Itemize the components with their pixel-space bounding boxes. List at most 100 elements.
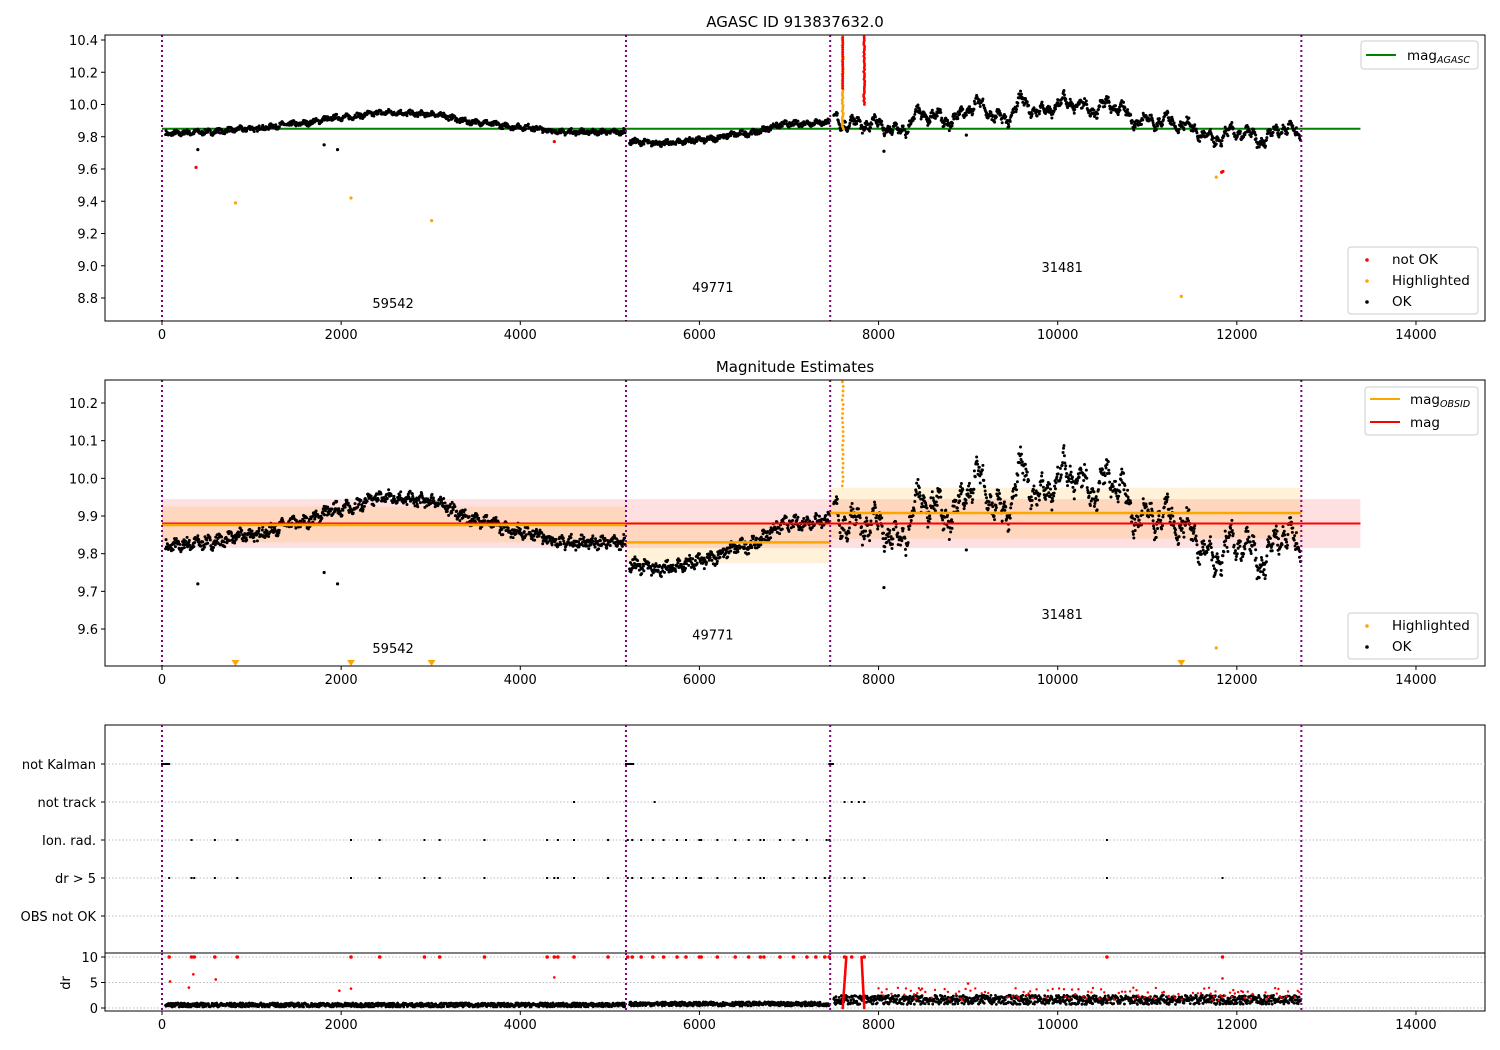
ok-point bbox=[917, 486, 921, 490]
ok-point bbox=[975, 455, 979, 459]
ok-point bbox=[1280, 131, 1284, 135]
ok-point bbox=[208, 538, 212, 542]
ok-point bbox=[1082, 478, 1086, 482]
ok-point bbox=[989, 494, 993, 498]
not-ok-point bbox=[841, 70, 845, 73]
ok-point bbox=[395, 501, 399, 505]
ok-point bbox=[1014, 493, 1018, 497]
ok-point bbox=[206, 130, 210, 134]
ok-point bbox=[1129, 501, 1133, 505]
ok-point bbox=[483, 519, 487, 523]
ok-point bbox=[991, 505, 995, 509]
ok-point bbox=[1160, 123, 1164, 127]
ok-point bbox=[541, 542, 545, 546]
ok-point bbox=[786, 523, 790, 527]
ok-point bbox=[516, 529, 520, 533]
ok-point bbox=[1111, 484, 1115, 488]
ok-point bbox=[982, 478, 986, 482]
ok-point bbox=[277, 531, 281, 535]
ok-point bbox=[1185, 506, 1189, 510]
ok-point bbox=[1052, 494, 1056, 498]
ok-point bbox=[405, 114, 409, 118]
ok-point bbox=[1016, 101, 1020, 105]
ok-point bbox=[263, 530, 267, 534]
ok-point bbox=[929, 496, 933, 500]
ok-point bbox=[891, 537, 895, 541]
ok-point bbox=[887, 531, 891, 535]
ok-point bbox=[1003, 508, 1007, 512]
ok-point bbox=[707, 558, 711, 562]
ok-point bbox=[237, 533, 241, 537]
ok-point bbox=[1220, 144, 1224, 148]
ok-point bbox=[1050, 508, 1054, 512]
ok-point bbox=[997, 488, 1001, 492]
ok-point bbox=[794, 513, 798, 517]
ok-point bbox=[387, 488, 391, 492]
ok-point bbox=[1214, 142, 1218, 146]
ok-point bbox=[1089, 490, 1093, 494]
ok-point bbox=[1019, 452, 1023, 456]
ok-point bbox=[997, 491, 1001, 495]
ok-point bbox=[961, 107, 965, 111]
ok-point bbox=[1049, 493, 1053, 497]
ok-point bbox=[899, 543, 903, 547]
ok-point bbox=[757, 545, 761, 549]
ok-point bbox=[721, 550, 725, 554]
ok-point bbox=[1177, 127, 1181, 131]
ok-point bbox=[939, 495, 943, 499]
ok-point bbox=[979, 472, 983, 476]
ok-point bbox=[447, 513, 451, 517]
ok-point bbox=[1231, 126, 1235, 130]
ok-point bbox=[1061, 450, 1065, 454]
ok-point bbox=[860, 131, 864, 135]
ok-point bbox=[1008, 516, 1012, 520]
ok-point bbox=[930, 490, 934, 494]
x-tick-label: 2000 bbox=[325, 328, 358, 343]
ok-point bbox=[858, 516, 862, 520]
ok-point bbox=[1049, 487, 1053, 491]
ok-point bbox=[573, 543, 577, 547]
ok-point bbox=[815, 513, 819, 517]
ok-point bbox=[715, 562, 719, 566]
ok-point bbox=[876, 123, 880, 127]
ok-point bbox=[1294, 126, 1298, 130]
ok-point bbox=[780, 124, 784, 128]
ok-point bbox=[691, 137, 695, 141]
y-tick-label: 9.2 bbox=[77, 228, 98, 243]
ok-point bbox=[485, 118, 489, 122]
ok-point bbox=[1052, 491, 1056, 495]
ok-point bbox=[1130, 516, 1134, 520]
ok-point bbox=[494, 516, 498, 520]
not-ok-point bbox=[841, 74, 845, 78]
ok-point bbox=[876, 527, 880, 531]
ok-point bbox=[1084, 99, 1088, 103]
ok-point bbox=[1289, 121, 1293, 125]
ok-point bbox=[546, 540, 550, 544]
ok-point bbox=[984, 492, 988, 496]
ok-point bbox=[518, 527, 522, 531]
obsid-label: 59542 bbox=[372, 297, 413, 312]
ok-point bbox=[727, 551, 731, 555]
not-ok-point bbox=[841, 48, 845, 52]
ok-point bbox=[724, 551, 728, 555]
ok-point bbox=[447, 118, 451, 122]
ok-point bbox=[375, 492, 379, 496]
ok-point bbox=[1120, 467, 1124, 471]
plot-area bbox=[162, 35, 1361, 298]
chart-title-top: AGASC ID 913837632.0 bbox=[706, 13, 884, 31]
ok-point bbox=[320, 516, 324, 520]
ok-point bbox=[562, 539, 566, 543]
ok-point bbox=[837, 518, 841, 522]
ok-point bbox=[1096, 498, 1100, 502]
ok-point bbox=[921, 504, 925, 508]
ok-point bbox=[267, 535, 271, 539]
ok-point bbox=[1195, 543, 1199, 547]
ok-point bbox=[1062, 89, 1066, 93]
ok-point bbox=[1170, 506, 1174, 510]
ok-point bbox=[1053, 107, 1057, 111]
ok-point bbox=[710, 550, 714, 554]
ok-point bbox=[674, 569, 678, 573]
ok-point bbox=[178, 542, 182, 546]
ok-point bbox=[1187, 116, 1191, 120]
ok-point bbox=[567, 537, 571, 541]
